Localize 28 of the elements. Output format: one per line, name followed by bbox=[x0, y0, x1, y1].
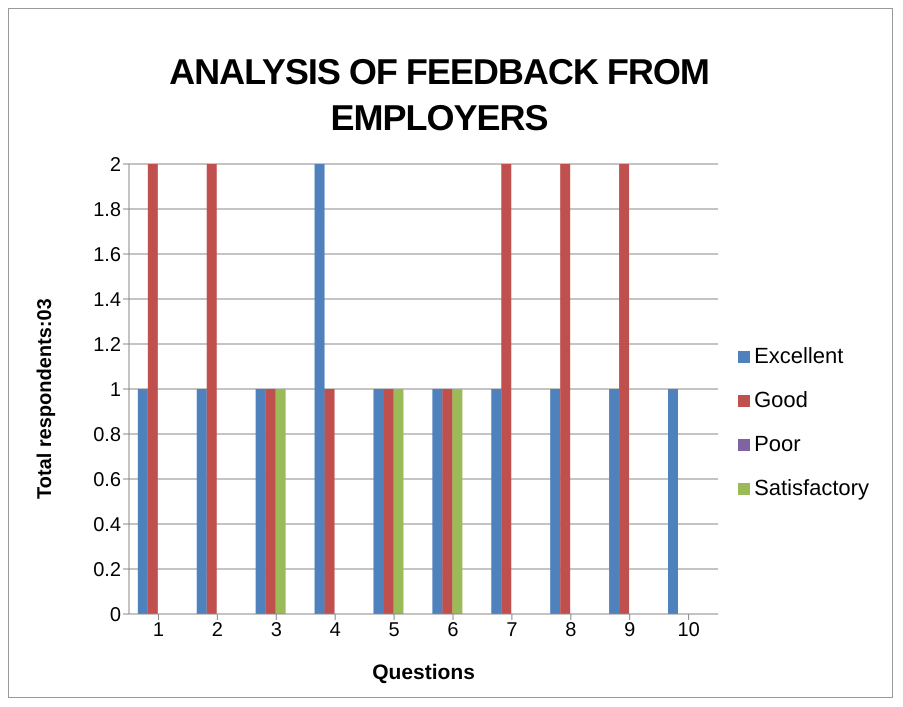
legend-label: Excellent bbox=[754, 342, 844, 368]
y-tick-label: 0.8 bbox=[93, 424, 121, 446]
y-axis-title: Total respondents:03 bbox=[34, 298, 56, 499]
x-tick-label: 9 bbox=[624, 619, 636, 642]
legend-label: Good bbox=[754, 386, 808, 412]
y-tick-label: 1.4 bbox=[93, 289, 121, 312]
y-tick-label: 1.6 bbox=[93, 244, 121, 266]
legend-label: Satisfactory bbox=[754, 474, 869, 500]
x-axis-title: Questions bbox=[372, 661, 475, 684]
y-tick-label: 2 bbox=[110, 154, 121, 176]
y-tick-label: 0.4 bbox=[93, 514, 121, 536]
x-tick-label: 3 bbox=[270, 619, 282, 642]
y-tick-label: 1.8 bbox=[93, 199, 121, 222]
x-tick-label: 8 bbox=[565, 619, 576, 642]
y-tick-label: 0 bbox=[110, 604, 121, 626]
y-tick-label: 1 bbox=[110, 379, 121, 402]
x-tick-label: 6 bbox=[447, 619, 459, 642]
x-tick-label: 10 bbox=[677, 619, 700, 642]
x-tick-label: 7 bbox=[506, 619, 518, 642]
legend-label: Poor bbox=[754, 430, 801, 456]
y-tick-label: 1.2 bbox=[93, 334, 121, 356]
x-tick-label: 1 bbox=[152, 619, 164, 642]
y-tick-label: 0.2 bbox=[93, 559, 121, 582]
y-tick-label: 0.6 bbox=[93, 469, 121, 492]
chart-title: ANALYSIS OF FEEDBACK FROM EMPLOYERS bbox=[168, 50, 710, 140]
x-tick-label: 2 bbox=[212, 619, 223, 642]
x-tick-label: 5 bbox=[388, 619, 400, 642]
x-tick-label: 4 bbox=[330, 619, 341, 642]
